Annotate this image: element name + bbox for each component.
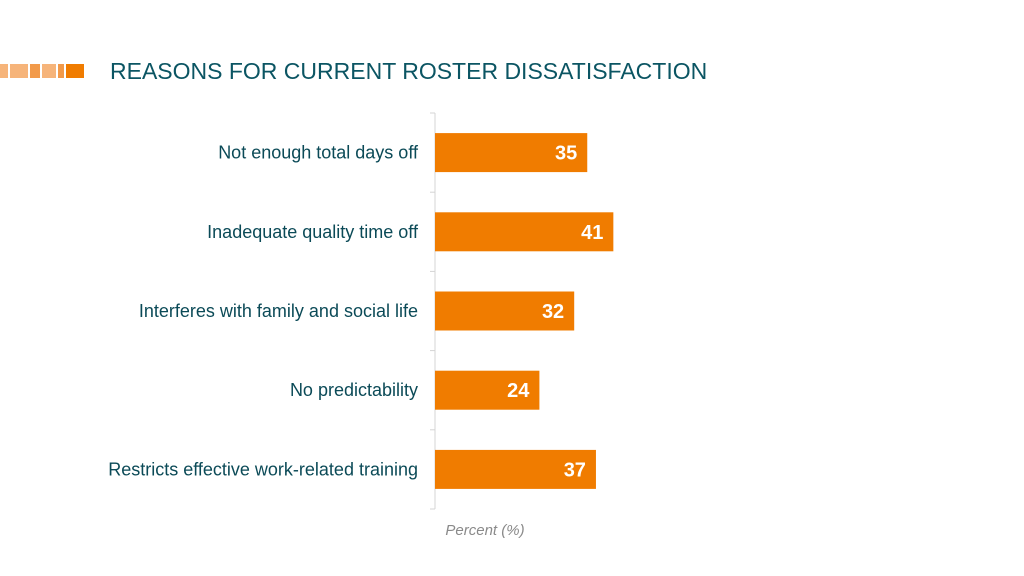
bar	[435, 370, 540, 410]
category-label: Restricts effective work-related trainin…	[108, 459, 418, 479]
category-label: No predictability	[290, 380, 418, 400]
accent-segment	[58, 64, 64, 78]
bar	[435, 133, 588, 173]
data-label: 41	[581, 222, 603, 244]
data-label: 24	[507, 380, 530, 402]
data-label: 32	[542, 301, 564, 323]
title-accent-decoration	[0, 64, 84, 78]
category-label: Not enough total days off	[218, 143, 419, 163]
accent-segment	[66, 64, 84, 78]
bar	[435, 212, 614, 252]
bar	[435, 291, 575, 331]
data-label: 35	[555, 143, 577, 165]
x-axis-title: Percent (%)	[445, 522, 524, 539]
accent-segment	[42, 64, 56, 78]
accent-segment	[0, 64, 8, 78]
accent-segment	[10, 64, 28, 78]
accent-segment	[30, 64, 40, 78]
category-label: Interferes with family and social life	[139, 301, 418, 321]
category-label: Inadequate quality time off	[207, 222, 419, 242]
bar	[435, 449, 596, 489]
page-title: REASONS FOR CURRENT ROSTER DISSATISFACTI…	[110, 58, 708, 84]
data-label: 37	[564, 459, 586, 481]
